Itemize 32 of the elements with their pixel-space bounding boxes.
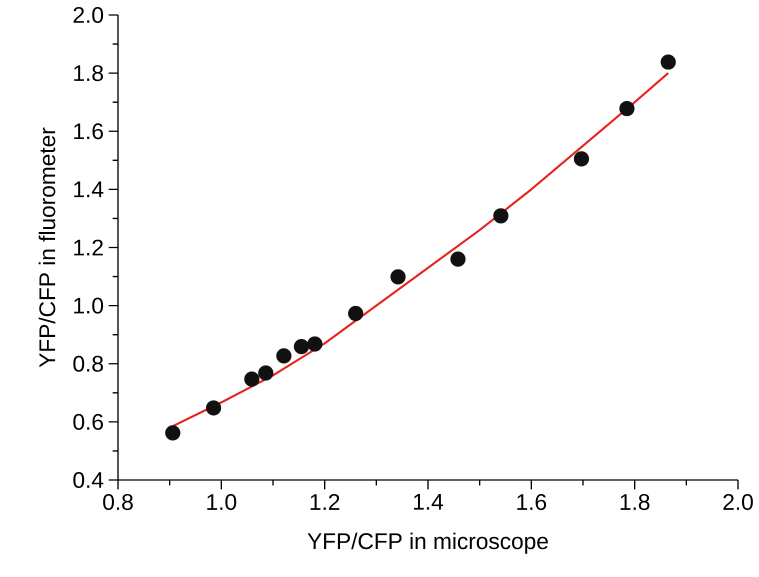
y-tick-label: 1.0 (74, 298, 104, 314)
point (619, 100, 635, 116)
x-tick-label: 0.8 (103, 494, 133, 510)
point (294, 338, 310, 354)
y-tick-label: 1.6 (74, 123, 103, 140)
y-tick-label: 1.4 (74, 182, 104, 198)
x-tick-label: 1.8 (620, 494, 650, 510)
y-tick-label: 1.8 (74, 65, 103, 82)
point (307, 336, 322, 352)
point (258, 365, 274, 381)
x-tick-label: 1.4 (414, 494, 444, 510)
point (348, 306, 364, 322)
point (390, 269, 406, 284)
x-tick-label: 1.2 (310, 494, 340, 510)
point (206, 400, 222, 416)
y-tick-label: 2.0 (74, 6, 104, 24)
point (244, 372, 260, 387)
x-tick-label: 1.6 (517, 494, 546, 510)
point (450, 252, 466, 267)
point (276, 348, 292, 364)
point (165, 425, 180, 441)
y-tick-label: 0.4 (73, 472, 104, 488)
point (493, 208, 508, 224)
y-tick-label: 1.2 (74, 240, 103, 256)
x-axis-title: YFP/CFP in microscope (308, 532, 548, 554)
x-tick-label: 2.0 (723, 494, 753, 510)
y-tick-label: 0.8 (73, 356, 103, 372)
y-tick-label: 0.6 (73, 414, 103, 430)
point (660, 54, 676, 70)
y-axis-title: YFP/CFP in fluorometer (38, 128, 56, 368)
x-tick-label: 1.0 (207, 494, 236, 510)
point (574, 151, 590, 166)
